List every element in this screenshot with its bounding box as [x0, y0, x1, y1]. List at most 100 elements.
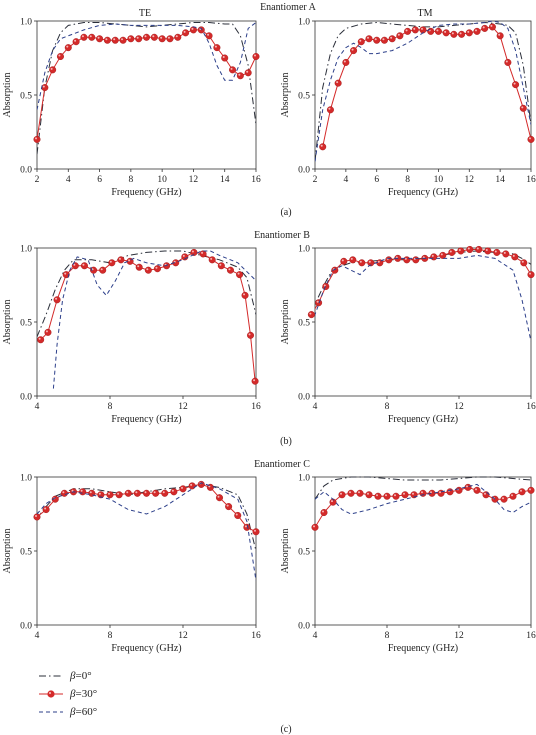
legend-swatch-dash-dot	[39, 675, 63, 677]
data-point	[481, 24, 489, 32]
data-point	[427, 27, 435, 35]
data-point	[152, 489, 160, 497]
y-tick-label: 0.0	[20, 622, 32, 632]
legend-label-beta60: =60°	[75, 706, 98, 718]
data-point	[226, 266, 234, 274]
data-point	[349, 256, 357, 264]
series-line-dash	[315, 483, 531, 515]
legend-swatch-dots	[39, 690, 63, 698]
x-tick-label: 6	[374, 175, 379, 185]
x-tick-label: 16	[526, 175, 536, 185]
data-point	[356, 489, 364, 497]
data-point	[174, 33, 182, 41]
data-point	[135, 35, 143, 43]
series-line-dash-dot	[37, 250, 256, 337]
panel-label-a: (a)	[280, 207, 291, 218]
data-point	[99, 266, 107, 274]
chart-panel-4: 4 8 12 16 0.0 0.5 1.0 Frequency (GHz) Absorption	[280, 245, 536, 426]
data-point	[217, 262, 225, 270]
data-point	[80, 262, 88, 270]
data-point	[234, 511, 242, 519]
y-tick-label: 1.0	[298, 18, 310, 28]
data-point	[33, 513, 41, 521]
data-point	[33, 135, 41, 143]
data-point	[365, 491, 373, 499]
chart-panel-5: 4 8 12 16 0.0 0.5 1.0 Frequency (GHz) Absorption	[2, 474, 261, 655]
x-tick-label: 16	[251, 175, 261, 185]
y-axis-label: Absorption	[2, 300, 13, 345]
x-tick-label: 8	[108, 631, 113, 641]
row-title-b: Enantiomer B	[254, 230, 310, 241]
plot-frame	[314, 20, 532, 170]
data-point	[179, 485, 187, 493]
data-point	[53, 296, 61, 304]
data-point	[326, 106, 334, 114]
x-tick-label: 2	[35, 175, 40, 185]
data-point	[241, 291, 249, 299]
data-point	[111, 36, 119, 44]
data-point	[520, 259, 528, 267]
plot-frame	[36, 20, 257, 170]
y-tick-label: 0.0	[20, 166, 32, 176]
y-tick-label: 0.5	[298, 92, 310, 102]
data-point	[509, 492, 517, 500]
y-axis-label: Absorption	[2, 73, 13, 118]
data-point	[484, 247, 492, 255]
data-point	[493, 248, 501, 256]
data-point	[106, 491, 114, 499]
data-point	[161, 489, 169, 497]
panel-label-c: (c)	[280, 724, 291, 735]
data-point	[357, 38, 365, 46]
chart-panel-3: 4 8 12 16 0.0 0.5 1.0 Frequency (GHz) Absorption	[2, 245, 261, 426]
x-tick-label: 4	[35, 402, 40, 412]
data-point	[163, 262, 171, 270]
data-point	[350, 47, 358, 55]
x-tick-label: 16	[251, 631, 261, 641]
data-point	[430, 253, 438, 261]
data-point	[119, 36, 127, 44]
data-point	[374, 492, 382, 500]
data-point	[434, 27, 442, 35]
y-axis-label: Absorption	[2, 529, 13, 574]
data-point	[213, 44, 221, 52]
data-point	[236, 72, 244, 80]
data-point	[448, 248, 456, 256]
data-point	[170, 488, 178, 496]
x-tick-label: 12	[178, 402, 188, 412]
x-tick-label: 16	[526, 402, 536, 412]
y-tick-label: 0.5	[20, 92, 32, 102]
data-point	[142, 33, 150, 41]
data-point	[41, 84, 49, 92]
x-axis-label: Frequency (GHz)	[388, 187, 458, 198]
data-point	[403, 256, 411, 264]
panel-label-b: (b)	[280, 436, 292, 447]
row-title-a: Enantiomer A	[260, 2, 317, 13]
x-tick-label: 4	[343, 175, 348, 185]
y-tick-label: 1.0	[20, 474, 32, 484]
data-point	[133, 489, 141, 497]
data-point	[205, 32, 213, 40]
legend-label-beta30: =30°	[75, 688, 98, 700]
x-axis-label: Frequency (GHz)	[111, 643, 181, 654]
x-tick-label: 10	[434, 175, 444, 185]
data-point	[197, 480, 205, 488]
data-point	[401, 491, 409, 499]
data-point	[482, 491, 490, 499]
legend-symbol: β	[70, 670, 76, 682]
x-tick-label: 4	[66, 175, 71, 185]
series-line-dash	[37, 22, 256, 110]
chart-panel-6: 4 8 12 16 0.0 0.5 1.0 Frequency (GHz) Absorption	[280, 474, 536, 655]
x-tick-label: 4	[313, 631, 318, 641]
data-point	[42, 506, 50, 514]
data-point	[388, 35, 396, 43]
data-point	[225, 503, 233, 511]
data-point	[144, 266, 152, 274]
x-tick-label: 16	[251, 402, 261, 412]
y-tick-label: 0.5	[298, 548, 310, 558]
y-tick-label: 1.0	[20, 245, 32, 255]
plot-frame	[314, 247, 532, 397]
legend-symbol: β	[70, 688, 76, 700]
data-point	[496, 32, 504, 40]
data-point	[320, 509, 328, 517]
